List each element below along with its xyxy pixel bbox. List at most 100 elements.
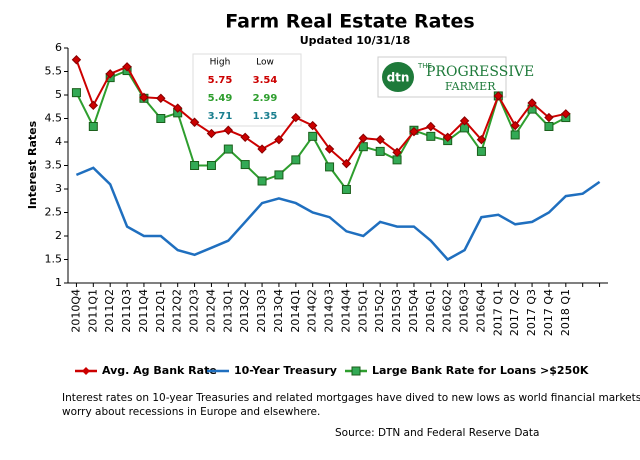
inset-value: 1.35 <box>253 111 278 122</box>
x-tick-label: 2012Q4 <box>204 289 217 333</box>
logo-sub: FARMER <box>445 80 496 93</box>
x-tick-label: 2016Q4 <box>474 289 487 333</box>
legend-label: 10-Year Treasury <box>234 364 337 377</box>
x-tick-label: 2015Q2 <box>373 289 386 333</box>
caption-line: worry about recessions in Europe and els… <box>62 406 320 418</box>
y-tick-label: 1 <box>55 276 62 289</box>
marker <box>527 98 537 108</box>
marker <box>325 162 335 172</box>
marker <box>476 134 487 145</box>
x-tick-label: 2016Q2 <box>441 289 454 333</box>
inset-value: 2.99 <box>253 93 278 104</box>
x-tick-label: 2011Q1 <box>86 289 99 333</box>
legend-label: Large Bank Rate for Loans >$250K <box>372 364 589 377</box>
legend-label: Avg. Ag Bank Rate <box>102 364 217 377</box>
x-tick-label: 2015Q1 <box>356 289 369 333</box>
marker <box>426 131 436 141</box>
legend-marker <box>351 366 361 376</box>
x-tick-label: 2013Q1 <box>221 289 234 333</box>
marker <box>206 128 217 139</box>
marker <box>358 133 369 143</box>
marker <box>257 176 267 186</box>
marker <box>459 116 470 126</box>
y-tick-label: 4 <box>55 135 62 148</box>
series-line <box>75 166 601 262</box>
marker <box>544 112 554 123</box>
inset-value: 5.75 <box>208 75 233 86</box>
x-tick-label: 2014Q2 <box>306 289 319 333</box>
x-tick-label: 2012Q2 <box>171 289 184 333</box>
marker <box>240 132 250 143</box>
marker <box>206 161 216 170</box>
x-tick-label: 2017 Q3 <box>525 289 538 336</box>
source: Source: DTN and Federal Reserve Data <box>335 427 539 439</box>
x-tick-label: 2011Q3 <box>120 289 133 333</box>
x-tick-label: 2015Q4 <box>407 289 420 333</box>
x-tick-label: 2014Q1 <box>289 289 302 333</box>
y-tick-label: 5 <box>55 88 62 101</box>
marker <box>139 92 149 103</box>
x-tick-label: 2017 Q4 <box>542 289 555 336</box>
inset-value: 3.71 <box>208 111 233 122</box>
marker <box>426 121 436 132</box>
marker <box>88 121 98 131</box>
logo-title: PROGRESSIVE <box>426 64 534 80</box>
y-tick-label: 4.5 <box>45 112 63 125</box>
x-tick-label: 2017 Q2 <box>508 289 521 336</box>
y-tick-label: 2 <box>55 229 62 242</box>
marker <box>291 155 301 165</box>
y-axis-label: Interest Rates <box>26 120 39 209</box>
marker <box>291 112 301 123</box>
marker <box>190 161 200 170</box>
x-tick-label: 2011Q4 <box>137 289 150 333</box>
marker <box>172 103 183 113</box>
marker <box>493 91 504 101</box>
caption-line: Interest rates on 10-year Treasuries and… <box>62 392 640 404</box>
marker <box>223 125 234 135</box>
inset-header: High <box>210 58 231 68</box>
x-tick-label: 2018 Q1 <box>559 289 572 336</box>
inset-value: 3.54 <box>253 75 278 86</box>
y-tick-label: 3 <box>55 182 62 195</box>
y-tick-label: 1.5 <box>45 253 63 266</box>
marker <box>375 134 385 145</box>
marker <box>274 134 284 145</box>
marker <box>122 62 132 72</box>
x-tick-label: 2013Q4 <box>272 289 285 333</box>
marker <box>240 160 250 170</box>
marker <box>409 126 419 137</box>
marker <box>105 69 115 79</box>
x-tick-label: 2010Q4 <box>69 289 82 333</box>
y-tick-label: 2.5 <box>45 206 63 219</box>
inset-box <box>192 53 302 127</box>
marker <box>561 109 571 119</box>
chart-title: Farm Real Estate Rates <box>225 11 474 33</box>
x-tick-label: 2012Q3 <box>188 289 201 333</box>
marker <box>392 155 402 165</box>
marker <box>341 158 352 169</box>
marker <box>189 117 200 127</box>
x-tick-label: 2014Q3 <box>323 289 336 333</box>
marker <box>341 184 351 194</box>
y-tick-label: 5.5 <box>45 65 63 78</box>
y-tick-label: 3.5 <box>45 159 63 172</box>
marker <box>307 120 318 131</box>
x-tick-label: 2013Q3 <box>255 289 268 333</box>
marker <box>544 121 554 131</box>
x-tick-label: 2011Q2 <box>103 289 116 333</box>
x-tick-label: 2017 Q1 <box>491 289 504 336</box>
x-tick-label: 2016Q1 <box>424 289 437 333</box>
marker <box>510 120 520 131</box>
logo-mark: dtn <box>387 71 410 85</box>
marker <box>156 114 166 123</box>
inset-header: Low <box>256 58 274 68</box>
x-tick-label: 2013Q2 <box>238 289 251 333</box>
marker <box>324 144 335 154</box>
marker <box>308 131 318 141</box>
marker <box>476 146 486 156</box>
logo-small: THE <box>417 62 432 70</box>
chart-subtitle: Updated 10/31/18 <box>300 34 410 47</box>
marker <box>223 144 233 154</box>
